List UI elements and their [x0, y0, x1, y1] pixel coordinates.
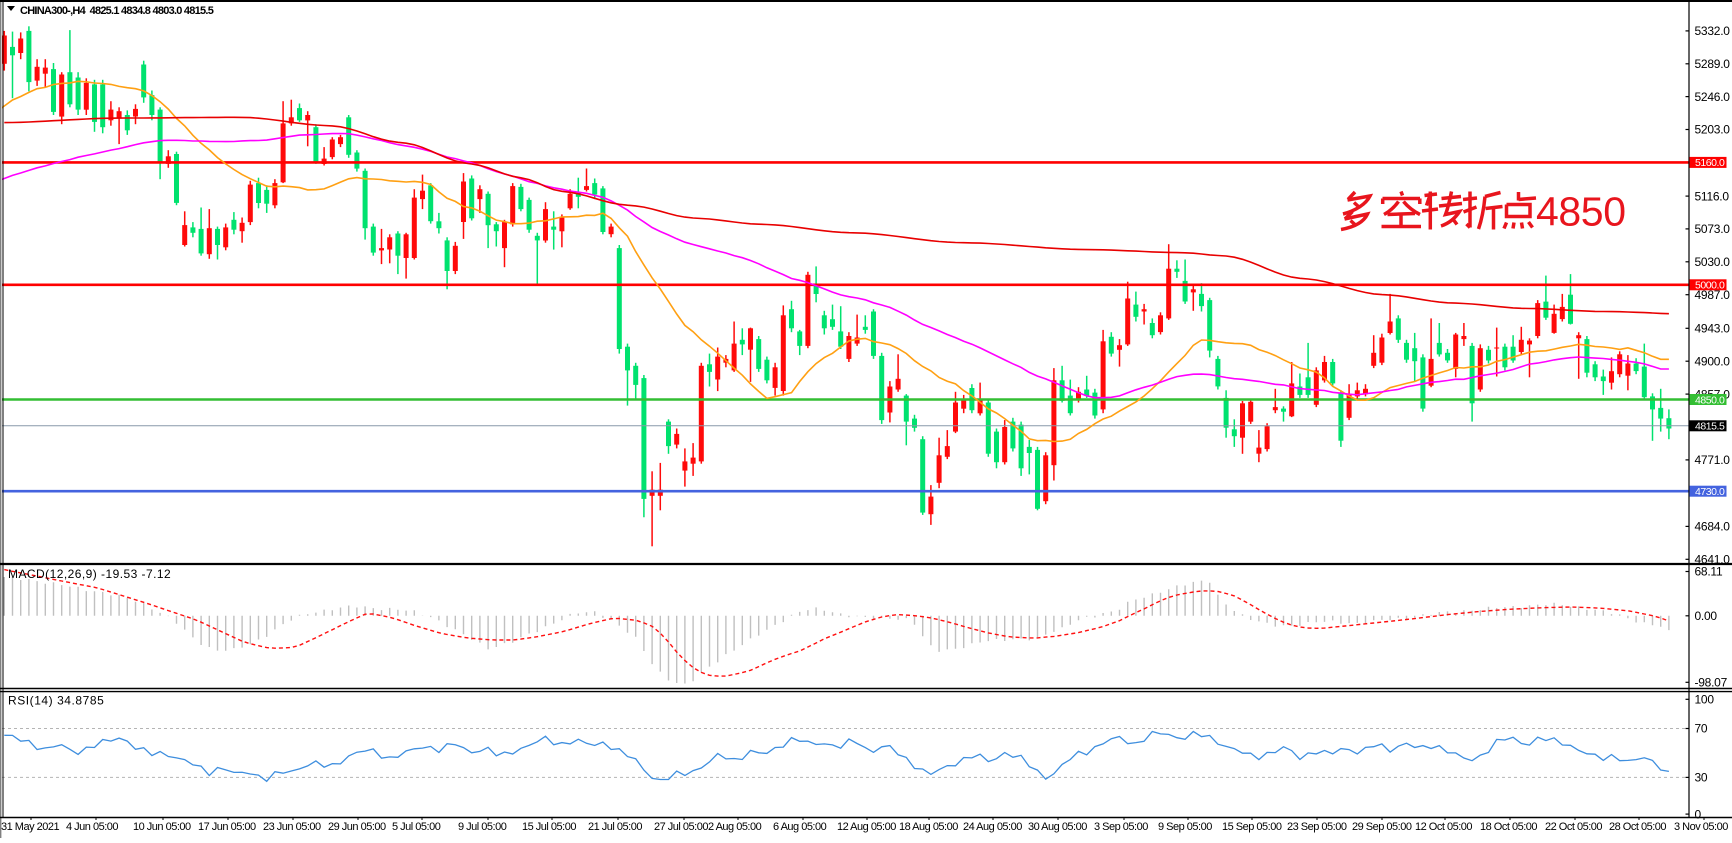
svg-text:15 Sep 05:00: 15 Sep 05:00 [1222, 821, 1282, 833]
svg-text:68.11: 68.11 [1695, 565, 1723, 579]
svg-text:24 Aug 05:00: 24 Aug 05:00 [963, 821, 1022, 833]
svg-text:4771.0: 4771.0 [1695, 453, 1731, 467]
svg-text:5160.0: 5160.0 [1695, 157, 1725, 169]
svg-text:5203.0: 5203.0 [1695, 123, 1731, 137]
svg-text:18 Aug 05:00: 18 Aug 05:00 [899, 821, 958, 833]
svg-text:30 Aug 05:00: 30 Aug 05:00 [1028, 821, 1087, 833]
svg-text:4684.0: 4684.0 [1695, 520, 1731, 534]
svg-text:9 Jul 05:00: 9 Jul 05:00 [458, 821, 507, 833]
svg-text:30: 30 [1695, 771, 1708, 785]
svg-text:5 Jul 05:00: 5 Jul 05:00 [392, 821, 441, 833]
svg-text:4900.0: 4900.0 [1695, 354, 1731, 368]
svg-text:4641.0: 4641.0 [1695, 553, 1731, 567]
svg-text:21 Jul 05:00: 21 Jul 05:00 [588, 821, 642, 833]
svg-text:12 Oct 05:00: 12 Oct 05:00 [1415, 821, 1472, 833]
svg-text:4 Jun 05:00: 4 Jun 05:00 [66, 821, 118, 833]
svg-text:3 Nov 05:00: 3 Nov 05:00 [1674, 821, 1728, 833]
svg-text:4987.0: 4987.0 [1695, 288, 1731, 302]
svg-text:5030.0: 5030.0 [1695, 255, 1731, 269]
svg-text:0.00: 0.00 [1695, 609, 1718, 623]
svg-text:4850: 4850 [1536, 189, 1626, 235]
svg-text:18 Oct 05:00: 18 Oct 05:00 [1480, 821, 1537, 833]
svg-text:4943.0: 4943.0 [1695, 322, 1731, 336]
svg-text:70: 70 [1695, 722, 1708, 736]
svg-text:22 Oct 05:00: 22 Oct 05:00 [1545, 821, 1602, 833]
svg-text:4850.0: 4850.0 [1695, 394, 1725, 406]
svg-text:6 Aug 05:00: 6 Aug 05:00 [773, 821, 827, 833]
svg-text:31 May 2021: 31 May 2021 [1, 821, 59, 833]
svg-text:12 Aug 05:00: 12 Aug 05:00 [837, 821, 896, 833]
svg-text:-98.07: -98.07 [1695, 676, 1728, 690]
svg-text:100: 100 [1695, 693, 1715, 707]
svg-text:2 Aug 05:00: 2 Aug 05:00 [708, 821, 762, 833]
svg-text:28 Oct 05:00: 28 Oct 05:00 [1609, 821, 1666, 833]
svg-text:0: 0 [1695, 807, 1702, 821]
svg-text:4730.0: 4730.0 [1695, 486, 1725, 498]
svg-text:5332.0: 5332.0 [1695, 24, 1731, 38]
svg-text:29 Sep 05:00: 29 Sep 05:00 [1352, 821, 1412, 833]
svg-text:4815.5: 4815.5 [1695, 421, 1725, 433]
svg-text:RSI(14) 34.8785: RSI(14) 34.8785 [8, 694, 104, 708]
svg-text:3 Sep 05:00: 3 Sep 05:00 [1094, 821, 1148, 833]
svg-text:9 Sep 05:00: 9 Sep 05:00 [1158, 821, 1212, 833]
svg-text:17 Jun 05:00: 17 Jun 05:00 [198, 821, 256, 833]
svg-text:CHINA300-,H4 4825.1 4834.8 48: CHINA300-,H4 4825.1 4834.8 4803.0 4815.5 [20, 5, 214, 17]
svg-text:MACD(12,26,9) -19.53 -7.12: MACD(12,26,9) -19.53 -7.12 [8, 567, 171, 581]
svg-text:23 Sep 05:00: 23 Sep 05:00 [1287, 821, 1347, 833]
svg-text:15 Jul 05:00: 15 Jul 05:00 [522, 821, 576, 833]
svg-text:5000.0: 5000.0 [1695, 280, 1725, 292]
svg-text:27 Jul 05:00: 27 Jul 05:00 [654, 821, 708, 833]
svg-text:5289.0: 5289.0 [1695, 57, 1731, 71]
svg-text:10 Jun 05:00: 10 Jun 05:00 [133, 821, 191, 833]
svg-text:5116.0: 5116.0 [1695, 189, 1730, 203]
svg-text:5246.0: 5246.0 [1695, 90, 1731, 104]
svg-text:23 Jun 05:00: 23 Jun 05:00 [263, 821, 321, 833]
svg-text:5073.0: 5073.0 [1695, 222, 1731, 236]
svg-text:29 Jun 05:00: 29 Jun 05:00 [328, 821, 386, 833]
